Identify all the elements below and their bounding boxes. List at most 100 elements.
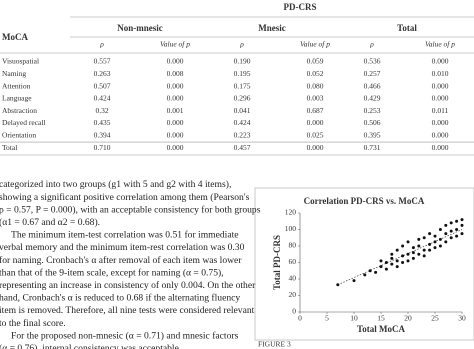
data-point: [428, 232, 432, 236]
body-line: (α = 0.76), internal consistency was acc…: [0, 343, 181, 349]
table-cell: 0.010: [432, 69, 449, 78]
data-point: [422, 254, 426, 258]
data-point: [406, 240, 410, 244]
data-point: [455, 219, 459, 223]
data-point: [449, 229, 453, 233]
body-line: item is removed. Therefore, all nine tes…: [0, 305, 255, 316]
sub-header: Value of p: [425, 40, 455, 49]
data-point: [401, 261, 405, 264]
data-point: [449, 221, 453, 225]
y-tick-label: 100: [285, 224, 297, 233]
y-tick-label: 40: [289, 274, 297, 283]
body-line: ρ = 0.57, P = 0.000), with an acceptable…: [0, 204, 261, 215]
table-cell: 0.000: [432, 57, 449, 66]
data-point: [401, 254, 405, 258]
data-point: [428, 248, 432, 252]
table-cell: 0.011: [432, 106, 449, 115]
table-cell: 0.296: [234, 94, 251, 103]
x-tick-label: 25: [431, 314, 439, 323]
table-cell: Abstraction: [2, 106, 37, 115]
table-cell: 0.000: [167, 81, 184, 90]
table-cell: Visuospatial: [2, 57, 39, 66]
y-tick-label: 120: [285, 208, 297, 217]
data-point: [455, 228, 459, 231]
data-point: [428, 242, 432, 246]
data-point: [460, 223, 464, 227]
table-cell: 0.000: [432, 118, 449, 127]
body-line: than that of the 9-item scale, except fo…: [0, 267, 224, 278]
table-cell: 0.263: [94, 69, 111, 78]
table-cell: 0.710: [94, 143, 111, 152]
table-cell: 0.506: [364, 118, 381, 127]
data-point: [444, 232, 448, 236]
sub-header: ρ: [99, 40, 104, 49]
figure-box: [254, 187, 474, 341]
table-cell: 0.32: [95, 106, 108, 115]
body-line: representing an increase in consistency …: [0, 280, 256, 291]
data-point: [390, 256, 394, 260]
data-point: [455, 234, 459, 238]
x-tick-label: 20: [404, 314, 412, 323]
data-point: [449, 236, 453, 240]
x-tick-label: 30: [458, 314, 466, 323]
body-line: for naming. Cronbach's α after removal o…: [0, 255, 242, 266]
y-axis-label: Total PD-CRS: [272, 235, 282, 290]
sub-header: ρ: [239, 40, 244, 49]
y-tick-label: 60: [289, 257, 297, 266]
data-point: [433, 240, 437, 244]
table-cell: 0.000: [432, 131, 449, 140]
chart-title: Correlation PD-CRS vs. MoCA: [304, 196, 425, 206]
table-cell: 0.001: [167, 106, 184, 115]
group-header: Non-mnesic: [117, 23, 163, 33]
table-cell: 0.000: [167, 57, 184, 66]
table-cell: 0.687: [307, 106, 324, 115]
trendline: [337, 229, 463, 286]
table-cell: 0.175: [234, 81, 251, 90]
table-cell: 0.041: [234, 106, 251, 115]
table-cell: 0.394: [94, 131, 111, 140]
data-point: [438, 237, 442, 241]
data-point: [417, 252, 421, 256]
table-cell: 0.223: [234, 131, 251, 140]
table-cell: 0.000: [167, 143, 184, 152]
table-cell: 0.257: [364, 69, 381, 78]
data-point: [422, 248, 426, 252]
table-cell: 0.424: [94, 94, 111, 103]
body-line: to the final score.: [0, 318, 66, 329]
table-title: PD-CRS: [284, 2, 317, 12]
data-point: [438, 228, 442, 231]
table-cell: 0.507: [94, 81, 111, 90]
data-point: [395, 265, 399, 269]
body-line: showing a significant positive correlati…: [0, 192, 250, 203]
data-point: [406, 259, 410, 263]
data-point: [433, 246, 437, 250]
data-point: [444, 240, 448, 244]
table-cell: 0.025: [307, 131, 324, 140]
body-line: The minimum item-test correlation was 0.…: [11, 230, 239, 241]
table-cell: 0.000: [167, 131, 184, 140]
data-point: [411, 251, 415, 255]
body-line: hand, Cronbach's α is reduced to 0.68 if…: [0, 293, 240, 304]
table-cell: 0.435: [94, 118, 111, 127]
data-point: [422, 236, 426, 240]
table-cell: Delayed recall: [2, 118, 46, 127]
data-point: [438, 244, 442, 248]
table-cell: 0.424: [234, 118, 251, 127]
data-point: [379, 259, 383, 263]
table-cell: 0.466: [364, 81, 381, 90]
table-cell: 0.536: [364, 57, 381, 66]
table-cell: 0.052: [307, 69, 324, 78]
table-cell: 0.731: [364, 143, 381, 152]
data-point: [417, 237, 421, 241]
table-cell: Total: [2, 143, 17, 152]
data-point: [395, 248, 399, 252]
data-point: [460, 218, 464, 222]
table-cell: Naming: [2, 69, 26, 78]
data-point: [406, 252, 410, 256]
body-line: categorized into two groups (g1 with 5 a…: [0, 179, 231, 190]
figure-label: FIGURE 3: [258, 340, 291, 349]
group-header: Mnesic: [258, 23, 286, 33]
data-point: [433, 234, 437, 238]
table-cell: 0.000: [432, 81, 449, 90]
